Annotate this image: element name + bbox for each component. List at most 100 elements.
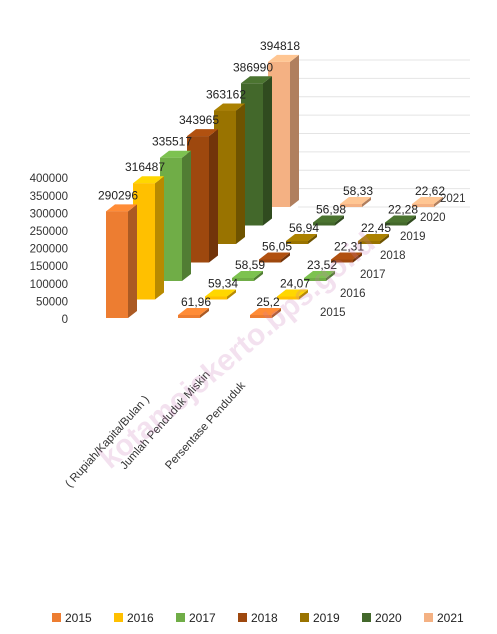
legend-swatch	[362, 613, 371, 622]
data-label: 23,52	[307, 258, 337, 272]
bar-2017-2	[232, 271, 263, 281]
legend-swatch	[238, 613, 247, 622]
data-label: 22,28	[388, 203, 418, 217]
bar-top	[277, 289, 308, 297]
legend-item: 2016	[114, 611, 154, 625]
grid	[298, 59, 470, 208]
bar-side	[407, 215, 416, 226]
bar-front	[160, 157, 182, 281]
bar-2016-1	[133, 176, 164, 300]
bar-side	[290, 54, 299, 207]
bar-2015-3	[250, 308, 281, 318]
bar-2015-1	[106, 204, 137, 318]
depth-axis: 2015 2016 2017 2018 2019 2020 2021	[320, 193, 466, 319]
data-label: 22,45	[361, 221, 391, 235]
data-label: 56,94	[289, 221, 319, 235]
legend-label: 2020	[375, 611, 402, 625]
bar-2021-1	[268, 54, 299, 207]
legend-swatch	[300, 613, 309, 622]
bar-front	[385, 222, 407, 226]
bar-front	[232, 278, 254, 281]
bar-side	[200, 308, 209, 318]
bar-2019-3	[358, 234, 389, 244]
bar-front	[106, 211, 128, 318]
bar-top	[304, 271, 335, 278]
legend-label: 2016	[127, 611, 154, 625]
depth-label: 2021	[440, 193, 466, 205]
bar-top	[160, 150, 191, 158]
bar-front	[286, 241, 308, 244]
bar-side	[272, 308, 281, 318]
bar-top	[250, 308, 281, 315]
bar-front	[313, 222, 335, 226]
bar-top	[286, 234, 317, 241]
y-tick-label: 300000	[30, 208, 68, 220]
bar-top	[241, 76, 272, 84]
legend-label: 2019	[313, 611, 340, 625]
y-tick-label: 100000	[30, 279, 68, 291]
bar-side	[236, 103, 245, 244]
legend-item: 2020	[362, 611, 402, 625]
data-label: 22,62	[415, 184, 445, 198]
bar-top	[106, 204, 137, 212]
bar-side	[209, 129, 218, 263]
bar-top	[214, 103, 245, 111]
bar-2016-3	[277, 289, 308, 300]
bar-2021-3	[412, 197, 443, 207]
bar-front	[178, 315, 200, 318]
data-label: 316487	[125, 160, 165, 174]
data-label: 58,59	[235, 258, 265, 272]
bar-top	[205, 289, 236, 297]
depth-label: 2020	[420, 212, 446, 224]
bar-front	[277, 296, 299, 300]
depth-label: 2018	[380, 250, 406, 262]
bar-side	[128, 204, 137, 318]
bar-front	[340, 204, 362, 207]
y-tick-label: 0	[62, 314, 68, 326]
legend-swatch	[176, 613, 185, 622]
legend-item: 2017	[176, 611, 216, 625]
bar-top	[313, 215, 344, 223]
legend-label: 2021	[437, 611, 464, 625]
bar-2020-2	[313, 215, 344, 226]
data-labels: 22,62 58,33 386990 22,28 56,98 363162 22,45 56,…	[98, 39, 445, 309]
data-label: 58,33	[343, 184, 373, 198]
bar-front	[259, 259, 281, 263]
bar-top	[340, 197, 371, 204]
legend-label: 2017	[189, 611, 216, 625]
bar-top	[412, 197, 443, 204]
floor-bars	[178, 197, 443, 318]
bar-side	[362, 197, 371, 207]
depth-label: 2015	[320, 307, 346, 319]
bar-side	[380, 234, 389, 244]
data-label: 61,96	[181, 295, 211, 309]
bar-front	[187, 136, 209, 263]
bar-top	[133, 176, 164, 184]
legend-item: 2015	[52, 611, 92, 625]
data-label: 386990	[233, 60, 273, 74]
depth-label: 2016	[340, 288, 366, 300]
legend-item: 2021	[424, 611, 464, 625]
bar-2019-2	[286, 234, 317, 244]
legend-item: 2018	[238, 611, 278, 625]
bar-2017-3	[304, 271, 335, 281]
bar-side	[182, 150, 191, 281]
legend-label: 2018	[251, 611, 278, 625]
legend-item: 2019	[300, 611, 340, 625]
legend-swatch	[424, 613, 433, 622]
bar-front	[205, 296, 227, 300]
bar-front	[412, 204, 434, 207]
bar-side	[326, 271, 335, 281]
y-axis: 400000 350000 300000 250000 200000 150000 1000…	[30, 173, 68, 326]
bar-2017-1	[160, 150, 191, 281]
bar-front	[268, 61, 290, 207]
y-tick-label: 150000	[30, 261, 68, 273]
legend-label: 2015	[65, 611, 92, 625]
data-label: 363162	[206, 88, 246, 102]
bar-side	[353, 252, 362, 263]
bar-2020-1	[241, 76, 272, 226]
data-label: 343965	[179, 113, 219, 127]
bar-front	[133, 183, 155, 300]
bar-2020-3	[385, 215, 416, 226]
